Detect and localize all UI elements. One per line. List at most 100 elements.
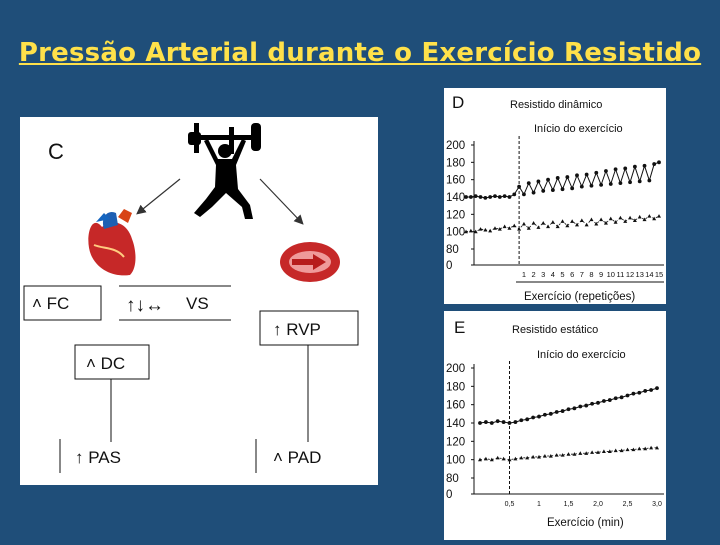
- data-point-dot: [550, 188, 555, 192]
- fc-label: ˄ FC: [32, 294, 69, 313]
- data-point-triangle: [483, 227, 488, 232]
- data-point-triangle: [464, 229, 469, 234]
- data-point-dot: [618, 181, 623, 186]
- data-point-dot: [519, 418, 524, 423]
- data-point-dot: [625, 393, 630, 398]
- data-point-dot: [579, 184, 584, 189]
- data-point-dot: [637, 390, 642, 395]
- data-point-triangle: [594, 221, 599, 226]
- data-point-triangle: [647, 214, 652, 218]
- data-point-triangle: [502, 224, 507, 229]
- x-tick-label: 3: [541, 270, 545, 279]
- data-point-triangle: [497, 227, 502, 231]
- data-point-triangle: [652, 216, 657, 221]
- x-tick-label: 0,5: [505, 501, 515, 508]
- data-point-triangle: [565, 223, 570, 228]
- data-point-dot: [526, 181, 531, 186]
- rvp-label: ↑ RVP: [273, 320, 321, 339]
- data-point-dot: [531, 415, 535, 420]
- data-point-triangle: [521, 221, 526, 226]
- data-point-dot: [628, 180, 632, 185]
- data-point-triangle: [560, 453, 565, 457]
- data-point-dot: [637, 179, 642, 184]
- data-point-triangle: [642, 217, 647, 222]
- data-point-dot: [478, 421, 482, 425]
- data-point-triangle: [643, 446, 648, 451]
- data-point-triangle: [478, 227, 483, 231]
- data-point-dot: [501, 420, 506, 424]
- data-point-dot: [517, 184, 522, 189]
- data-point-triangle: [550, 220, 555, 224]
- data-point-dot: [502, 194, 507, 199]
- data-point-dot: [473, 194, 478, 199]
- data-point-dot: [555, 176, 560, 180]
- x-tick-label: 8: [589, 270, 593, 279]
- data-point-triangle: [554, 453, 559, 457]
- data-point-triangle: [619, 448, 624, 453]
- fc-box: [23, 285, 102, 321]
- arrow-to-artery: [259, 178, 304, 225]
- data-point-dot: [507, 195, 512, 199]
- data-point-dot: [570, 186, 575, 191]
- y-tick-label: 200: [446, 140, 465, 152]
- data-point-triangle: [531, 221, 536, 225]
- data-point-triangle: [492, 226, 497, 230]
- data-point-triangle: [512, 223, 517, 228]
- data-point-dot: [578, 404, 583, 409]
- data-point-triangle: [572, 452, 577, 456]
- data-point-triangle: [555, 224, 560, 229]
- x-tick-label: 5: [560, 270, 564, 279]
- data-point-triangle: [468, 228, 473, 233]
- data-point-triangle: [603, 221, 608, 225]
- y-tick-label: 100: [446, 227, 465, 239]
- data-point-triangle: [537, 454, 541, 459]
- data-point-triangle: [657, 214, 661, 218]
- data-point-dot: [525, 417, 530, 422]
- x-tick-label: 3,0: [652, 501, 662, 508]
- data-point-dot: [613, 396, 618, 401]
- data-point-dot: [599, 182, 604, 187]
- data-point-dot: [584, 403, 589, 408]
- weightlifter-icon: [188, 123, 261, 219]
- data-point-triangle: [473, 229, 478, 234]
- data-point-dot: [631, 391, 636, 396]
- panel-c-letter: C: [48, 139, 64, 164]
- y-tick-label: 120: [446, 209, 465, 221]
- y-tick-label: 140: [446, 192, 465, 204]
- data-point-triangle: [637, 446, 642, 451]
- slide-title: Pressão Arterial durante o Exercício Res…: [18, 38, 702, 68]
- x-tick-label: 13: [636, 270, 644, 279]
- data-point-triangle: [607, 449, 612, 454]
- dc-box: [74, 344, 150, 380]
- x-tick-label: 2,5: [623, 501, 633, 508]
- data-point-triangle: [599, 217, 604, 222]
- data-point-dot: [602, 399, 606, 403]
- data-point-dot: [560, 187, 565, 192]
- data-point-triangle: [631, 447, 636, 452]
- dc-label: ˄ DC: [86, 354, 125, 373]
- data-point-dot: [632, 164, 637, 169]
- data-point-triangle: [488, 228, 493, 233]
- data-point-triangle: [483, 456, 488, 461]
- data-point-triangle: [531, 454, 536, 459]
- data-point-dot: [566, 407, 571, 412]
- data-point-triangle: [489, 457, 494, 462]
- data-point-dot: [604, 169, 608, 173]
- data-point-triangle: [601, 449, 606, 454]
- data-point-triangle: [574, 222, 579, 227]
- chart-e-title: Resistido estático: [512, 324, 598, 336]
- y-tick-label: 80: [446, 473, 459, 485]
- data-point-triangle: [584, 222, 589, 227]
- x-tick-label: 1: [537, 501, 541, 508]
- y-tick-label: 200: [446, 363, 465, 375]
- y-tick-label: 180: [446, 381, 465, 393]
- data-point-dot: [607, 398, 612, 402]
- chart-d-svg: D Resistido dinâmico Início do exercício…: [446, 93, 664, 303]
- panel-e-chart: E Resistido estático Início do exercício…: [444, 311, 666, 540]
- data-point-dot: [575, 173, 579, 178]
- x-tick-label: 1: [522, 270, 526, 279]
- data-point-triangle: [507, 457, 512, 462]
- vs-label: VS: [186, 294, 209, 313]
- panel-d-chart: D Resistido dinâmico Início do exercício…: [444, 88, 666, 304]
- data-point-dot: [572, 406, 577, 411]
